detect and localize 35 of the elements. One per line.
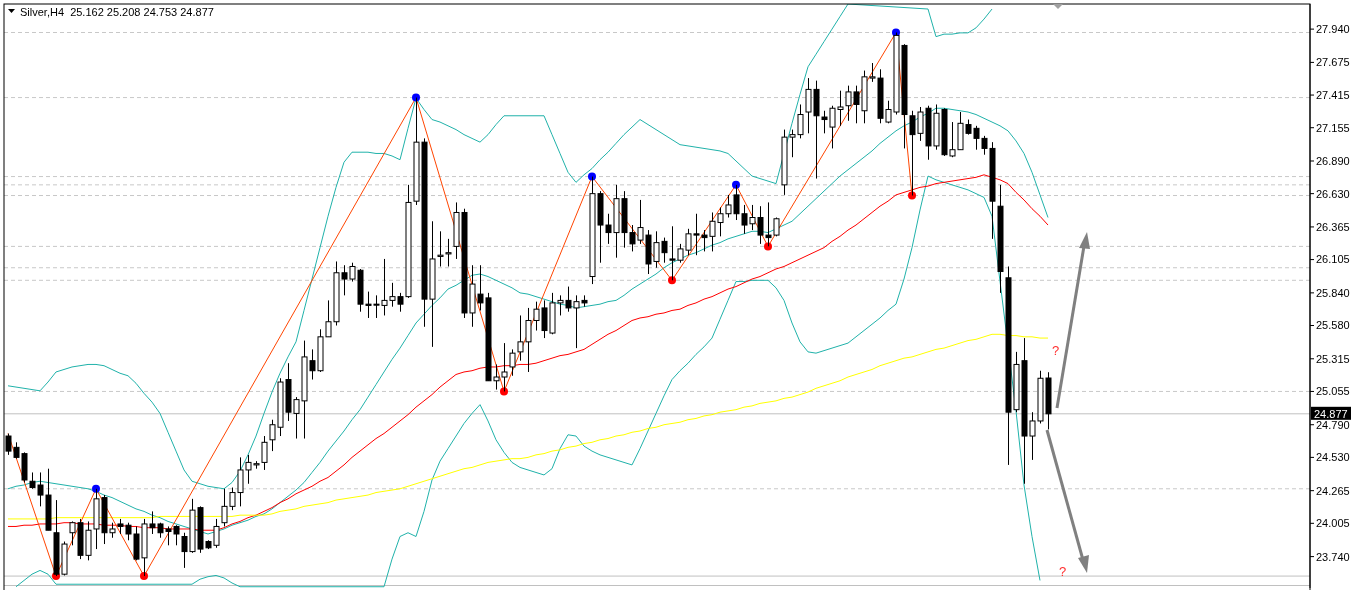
point <box>908 191 916 200</box>
y-tick-label: 24.005 <box>1316 517 1350 530</box>
y-tick-label: 26.105 <box>1316 253 1350 266</box>
y-tick-label: 24.265 <box>1316 484 1350 497</box>
y-tick-label: 27.940 <box>1316 23 1350 36</box>
point <box>92 484 100 493</box>
y-tick-label: 25.055 <box>1316 385 1350 398</box>
y-tick-label: 27.155 <box>1316 121 1350 134</box>
y-tick-label: 23.740 <box>1316 550 1350 563</box>
line-series <box>15 175 1041 588</box>
y-tick-label: 27.415 <box>1316 88 1350 101</box>
point <box>732 180 740 189</box>
chart-title: Silver,H4 25.162 25.208 24.753 24.877 <box>20 6 214 18</box>
y-tick-label: 27.675 <box>1316 56 1350 69</box>
y-tick-label: 25.315 <box>1316 352 1350 365</box>
y-tick-label: 25.580 <box>1316 319 1350 332</box>
y-tick-label: 26.365 <box>1316 220 1350 233</box>
candlestick <box>261 435 268 471</box>
candlestick <box>437 230 444 267</box>
y-tick-label: 24.790 <box>1316 418 1350 431</box>
point <box>668 276 676 285</box>
candlestick <box>445 238 452 267</box>
annotation: ? <box>1052 343 1060 358</box>
y-tick-label: 24.530 <box>1316 451 1350 464</box>
point <box>764 242 772 251</box>
point <box>588 172 596 181</box>
point <box>140 572 148 581</box>
text: ? <box>1059 564 1067 579</box>
point <box>412 93 420 102</box>
y-tick-label: 26.630 <box>1316 187 1350 200</box>
y-tick-label: 26.890 <box>1316 154 1350 167</box>
y-tick-label: 25.840 <box>1316 286 1350 299</box>
point <box>500 387 508 396</box>
line-series <box>7 4 993 490</box>
ref-line-label: 24.877 <box>1314 407 1348 420</box>
